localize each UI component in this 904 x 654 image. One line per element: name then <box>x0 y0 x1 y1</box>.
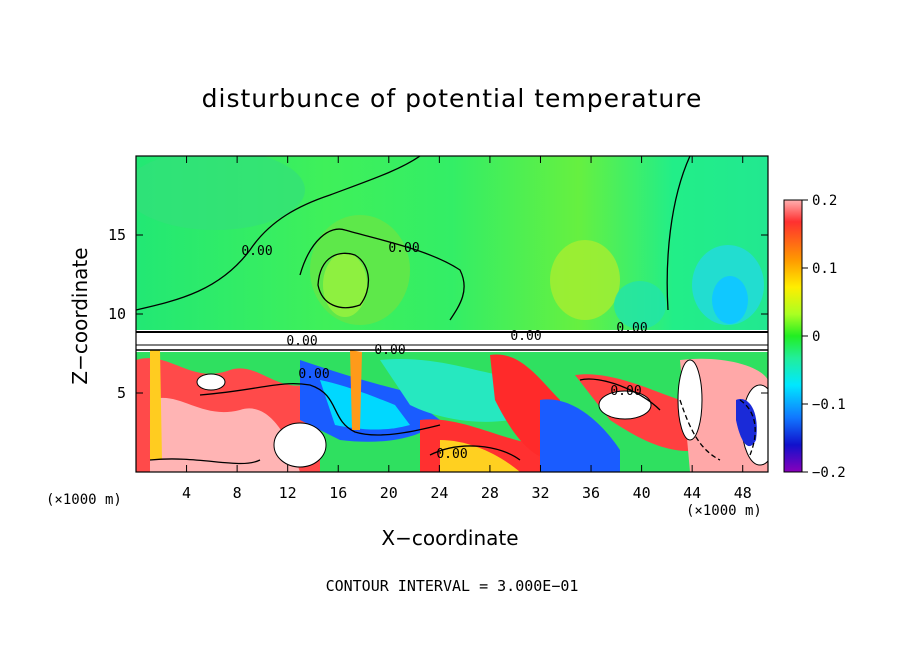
x-tick-label: 28 <box>481 484 499 502</box>
upper-patch <box>712 276 748 324</box>
contour-interval: CONTOUR INTERVAL = 3.000E−01 <box>325 577 579 595</box>
warm-core <box>273 422 327 468</box>
contour-line <box>429 445 521 461</box>
warm-plume <box>150 350 162 460</box>
x-unit-left: (×1000 m) <box>46 492 122 508</box>
contour-label: 0.00 <box>436 447 467 462</box>
contour-label: 0.00 <box>298 367 329 382</box>
contour-line <box>299 228 465 321</box>
y-axis: 5 10 15 <box>108 226 768 402</box>
contour-label: 0.00 <box>388 241 419 256</box>
x-tick-label: 40 <box>633 484 651 502</box>
warm-core <box>598 390 652 420</box>
x-tick-label: 36 <box>582 484 600 502</box>
upper-patch <box>136 156 305 230</box>
contour-label: 0.00 <box>374 343 405 358</box>
contour-line <box>199 382 441 436</box>
x-tick-label: 12 <box>279 484 297 502</box>
contour-line <box>136 156 421 311</box>
plot-field <box>136 156 768 472</box>
cool-patch <box>736 399 757 447</box>
y-tick-label: 15 <box>108 226 126 244</box>
x-tick-label: 44 <box>683 484 701 502</box>
x-tick-label: 48 <box>734 484 752 502</box>
colorbar-tick-label: −0.2 <box>812 465 846 481</box>
colorbar <box>783 199 803 473</box>
colorbar-tick-label: 0 <box>812 329 820 345</box>
warm-plume <box>350 350 362 430</box>
cool-patch <box>380 358 510 422</box>
cool-patch <box>540 399 620 472</box>
contour-line <box>679 399 721 461</box>
contour-label: 0.00 <box>616 321 647 336</box>
warm-core <box>677 359 703 441</box>
contour-lines <box>136 156 768 465</box>
contour-label-layer: 0.00 0.00 0.00 0.00 0.00 0.00 0.00 0.00 0.00 <box>241 241 647 462</box>
x-axis-label: X−coordinate <box>381 526 519 550</box>
contour-label: 0.00 <box>510 329 541 344</box>
warm-core <box>196 373 226 391</box>
y-tick-label: 10 <box>108 305 126 323</box>
warm-patch <box>150 397 300 472</box>
colorbar-tick-label: 0.1 <box>812 261 837 277</box>
contour-line <box>317 252 370 309</box>
contour-line <box>666 156 691 311</box>
warm-patch <box>440 440 520 472</box>
x-axis: 4 8 12 16 20 24 28 32 36 40 44 48 <box>182 156 752 502</box>
upper-patch <box>323 253 367 317</box>
x-unit-right: (×1000 m) <box>686 503 762 519</box>
upper-patch <box>614 281 666 329</box>
contour-label: 0.00 <box>610 384 641 399</box>
x-tick-label: 20 <box>380 484 398 502</box>
x-tick-label: 16 <box>329 484 347 502</box>
chart-title: disturbunce of potential temperature <box>201 84 703 113</box>
x-tick-label: 8 <box>233 484 242 502</box>
contour-line <box>579 378 661 411</box>
x-tick-label: 24 <box>430 484 448 502</box>
colorbar-ticks: 0.2 0.1 0 −0.1 −0.2 <box>802 193 846 481</box>
cool-patch <box>320 380 410 430</box>
colorbar-tick-label: −0.1 <box>812 397 846 413</box>
x-tick-label: 4 <box>182 484 191 502</box>
contour-line <box>149 458 261 465</box>
y-tick-label: 5 <box>117 384 126 402</box>
upper-patch <box>550 240 620 320</box>
contour-line <box>739 399 756 456</box>
colorbar-tick-label: 0.2 <box>812 193 837 209</box>
contour-label: 0.00 <box>241 244 272 259</box>
x-tick-label: 32 <box>531 484 549 502</box>
inversion-band <box>136 330 768 352</box>
contour-label: 0.00 <box>286 334 317 349</box>
